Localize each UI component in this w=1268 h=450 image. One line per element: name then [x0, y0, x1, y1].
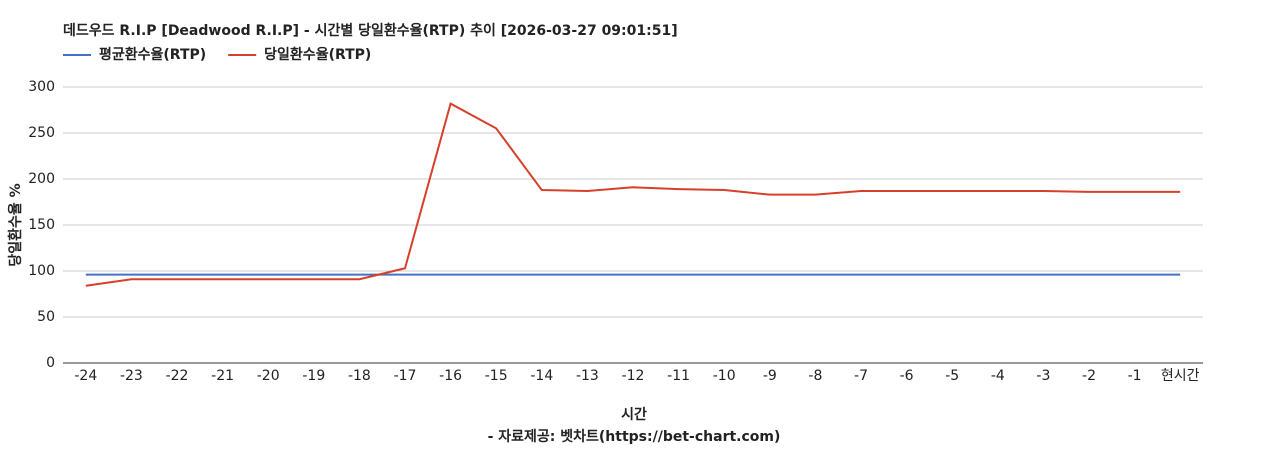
x-tick-label: -16 — [439, 368, 462, 384]
x-tick-label: -17 — [394, 368, 417, 384]
y-axis-label: 당일환수율 % — [7, 183, 24, 266]
x-tick-label: 현시간 — [1161, 368, 1200, 384]
x-tick-label: -9 — [763, 368, 777, 384]
x-tick-label: -19 — [302, 368, 325, 384]
y-tick-label: 300 — [28, 79, 55, 95]
x-tick-label: -6 — [900, 368, 914, 384]
x-tick-label: -12 — [622, 368, 645, 384]
x-tick-label: -23 — [120, 368, 143, 384]
x-tick-label: -10 — [713, 368, 736, 384]
x-tick-label: -5 — [945, 368, 959, 384]
x-tick-label: -15 — [485, 368, 508, 384]
x-tick-label: -22 — [166, 368, 189, 384]
x-tick-label: -3 — [1036, 368, 1050, 384]
y-tick-label: 100 — [28, 263, 55, 279]
x-tick-label: -1 — [1128, 368, 1142, 384]
x-tick-label: -7 — [854, 368, 868, 384]
x-tick-label: -21 — [211, 368, 234, 384]
x-tick-label: -11 — [667, 368, 690, 384]
x-tick-label: -18 — [348, 368, 371, 384]
legend-label: 평균환수율(RTP) — [99, 46, 206, 63]
series-line — [85, 102, 1181, 287]
y-tick-label: 250 — [28, 125, 55, 141]
legend-label: 당일환수율(RTP) — [264, 46, 371, 63]
x-tick-label: -2 — [1082, 368, 1096, 384]
y-tick-label: 200 — [28, 171, 55, 187]
x-tick-label: -13 — [576, 368, 599, 384]
y-tick-label: 0 — [46, 355, 55, 371]
x-tick-label: -14 — [530, 368, 553, 384]
y-tick-label: 50 — [37, 309, 55, 325]
x-tick-label: -8 — [808, 368, 822, 384]
x-axis-label: 시간 — [621, 406, 647, 423]
x-tick-label: -20 — [257, 368, 280, 384]
source-note: - 자료제공: 벳차트(https://bet-chart.com) — [488, 428, 781, 445]
chart-title: 데드우드 R.I.P [Deadwood R.I.P] - 시간별 당일환수율(… — [63, 22, 678, 39]
y-tick-label: 150 — [28, 217, 55, 233]
x-tick-label: -24 — [74, 368, 97, 384]
x-tick-label: -4 — [991, 368, 1005, 384]
